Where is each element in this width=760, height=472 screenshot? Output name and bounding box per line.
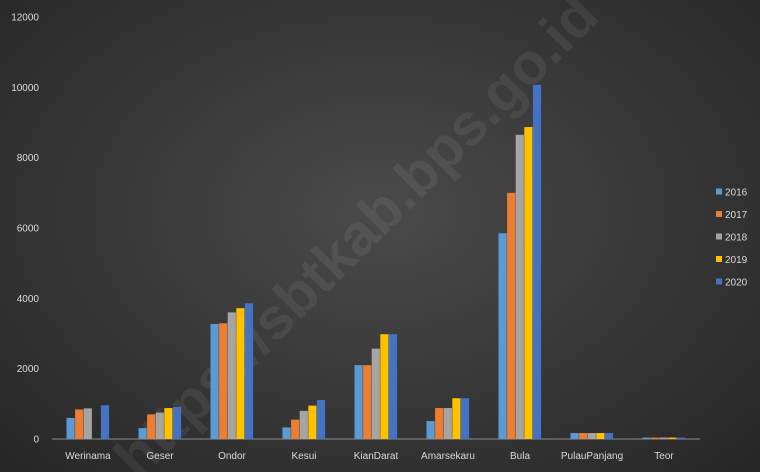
y-tick-label: 10000 [11, 83, 39, 94]
bar-2020-Werinama [100, 405, 110, 439]
y-tick-label: 4000 [17, 294, 40, 305]
bar-2017-Bula [507, 192, 516, 439]
x-tick-label: Bula [510, 451, 530, 462]
bar-2020-Teor [676, 437, 686, 439]
bar-2018-PulauPanjang [587, 433, 596, 439]
bar-2019-Ondor [236, 308, 245, 439]
legend-swatch-2016 [716, 188, 722, 195]
bar-2020-Geser [172, 407, 182, 439]
bar-2017-Geser [147, 414, 156, 439]
bar-2017-Amarsekaru [435, 408, 444, 439]
bar-2017-KianDarat [363, 365, 372, 439]
x-tick-label: PulauPanjang [561, 451, 623, 462]
bar-2019-Kesui [308, 405, 317, 439]
y-tick-label: 12000 [11, 13, 39, 24]
bar-2020-KianDarat [388, 334, 398, 439]
bar-2020-PulauPanjang [604, 433, 614, 439]
x-tick-label: Kesui [291, 451, 316, 462]
bar-2018-Kesui [299, 410, 308, 439]
x-tick-label: Amarsekaru [421, 451, 475, 462]
legend-swatch-2020 [716, 278, 722, 285]
y-tick-label: 0 [33, 435, 39, 446]
bar-2019-Amarsekaru [452, 398, 461, 439]
bar-2019-KianDarat [380, 334, 389, 439]
bar-2016-Kesui [282, 427, 291, 439]
legend-swatch-2018 [716, 233, 722, 240]
bar-2020-Kesui [316, 399, 326, 439]
legend-label: 2019 [725, 255, 748, 266]
bar-2017-Werinama [75, 409, 84, 439]
bar-2018-Bula [515, 134, 524, 439]
bar-2020-Ondor [244, 303, 254, 439]
y-tick-label: 8000 [17, 153, 40, 164]
bar-2018-Geser [155, 412, 164, 440]
bar-2017-Teor [651, 437, 660, 439]
x-tick-label: Geser [146, 451, 174, 462]
bar-2018-Werinama [83, 408, 92, 439]
bar-2018-Teor [659, 437, 668, 439]
bar-2016-Amarsekaru [426, 421, 435, 439]
bar-2020-Amarsekaru [460, 398, 470, 439]
bar-2019-Bula [524, 127, 533, 439]
x-tick-label: KianDarat [354, 451, 399, 462]
bar-2016-PulauPanjang [570, 433, 579, 439]
bar-2017-Ondor [219, 323, 228, 439]
bar-2016-Geser [138, 428, 147, 439]
bar-2017-Kesui [291, 419, 300, 439]
bar-2016-KianDarat [354, 365, 363, 439]
x-tick-label: Werinama [65, 451, 111, 462]
x-tick-label: Teor [654, 451, 674, 462]
bar-2018-KianDarat [371, 348, 380, 439]
y-tick-label: 6000 [17, 224, 40, 235]
legend-swatch-2017 [716, 211, 722, 217]
bar-2019-Geser [164, 408, 173, 439]
legend-label: 2020 [725, 278, 748, 289]
bar-2016-Werinama [66, 417, 75, 439]
legend: 2016 2017 2018 2019 2020 [716, 188, 748, 289]
bar-2019-Teor [668, 437, 677, 439]
bar-2016-Bula [498, 233, 507, 439]
bar-2016-Teor [642, 437, 651, 439]
bar-2017-PulauPanjang [579, 433, 588, 439]
legend-swatch-2019 [716, 256, 722, 262]
bar-2020-Bula [532, 84, 542, 440]
legend-label: 2017 [725, 210, 748, 221]
bar-2018-Ondor [227, 312, 236, 439]
x-tick-label: Ondor [218, 451, 246, 462]
bar-2019-PulauPanjang [596, 433, 605, 439]
bar-2018-Amarsekaru [443, 408, 452, 439]
y-tick-label: 2000 [17, 364, 40, 375]
bar-2016-Ondor [210, 324, 219, 439]
bars-layer [66, 84, 686, 440]
legend-label: 2016 [725, 188, 748, 199]
legend-label: 2018 [725, 233, 748, 244]
